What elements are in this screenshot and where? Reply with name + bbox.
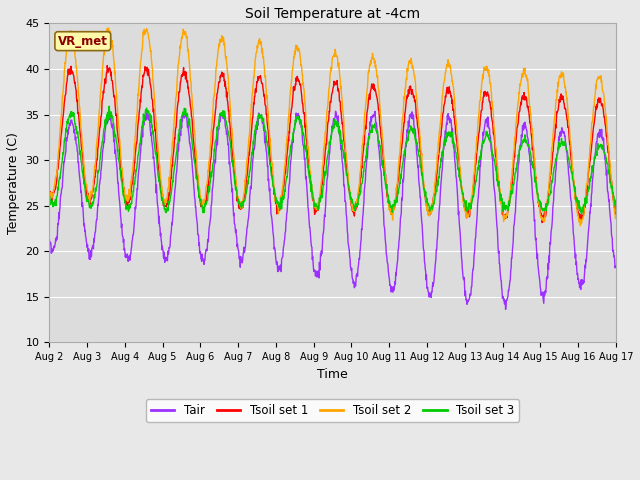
Tair (495, 248, 503, 254)
Tsoil set 2 (495, 180, 503, 186)
Tair (235, 249, 243, 254)
Tsoil set 1 (495, 182, 503, 188)
Tsoil set 2 (421, 191, 429, 196)
Tsoil set 2 (158, 184, 166, 190)
Tair (172, 184, 179, 190)
Legend: Tair, Tsoil set 1, Tsoil set 2, Tsoil set 3: Tair, Tsoil set 1, Tsoil set 2, Tsoil se… (146, 399, 519, 422)
Tsoil set 1 (538, 220, 546, 226)
Tsoil set 3 (106, 103, 113, 109)
Tsoil set 3 (545, 193, 553, 199)
Tair (157, 240, 165, 245)
Line: Tair: Tair (49, 111, 616, 310)
Text: VR_met: VR_met (58, 35, 108, 48)
Tsoil set 1 (158, 192, 166, 198)
Tsoil set 3 (612, 205, 620, 211)
Tsoil set 1 (545, 184, 553, 190)
Tsoil set 1 (104, 63, 111, 69)
Tsoil set 2 (172, 96, 180, 101)
Tsoil set 2 (577, 223, 584, 228)
Tair (45, 236, 53, 241)
Tsoil set 2 (545, 181, 553, 187)
Tair (332, 108, 339, 114)
Title: Soil Temperature at -4cm: Soil Temperature at -4cm (245, 7, 420, 21)
Tsoil set 3 (45, 194, 53, 200)
Tsoil set 2 (104, 25, 112, 31)
Tsoil set 3 (421, 189, 429, 195)
Tsoil set 3 (236, 199, 243, 205)
Tsoil set 3 (172, 156, 180, 162)
Line: Tsoil set 3: Tsoil set 3 (49, 106, 616, 215)
Tair (612, 264, 620, 269)
Tair (421, 261, 429, 267)
Tsoil set 1 (172, 125, 180, 131)
Tsoil set 3 (495, 179, 503, 184)
Tsoil set 1 (236, 203, 243, 209)
Line: Tsoil set 1: Tsoil set 1 (49, 66, 616, 223)
Line: Tsoil set 2: Tsoil set 2 (49, 28, 616, 226)
Tsoil set 2 (236, 197, 243, 203)
X-axis label: Time: Time (317, 368, 348, 381)
Y-axis label: Temperature (C): Temperature (C) (7, 132, 20, 234)
Tair (545, 260, 553, 265)
Tsoil set 2 (45, 189, 53, 194)
Tsoil set 1 (612, 211, 620, 217)
Tsoil set 2 (612, 216, 620, 221)
Tair (502, 307, 509, 312)
Tsoil set 3 (158, 198, 166, 204)
Tsoil set 3 (578, 212, 586, 217)
Tsoil set 1 (421, 193, 429, 199)
Tsoil set 1 (45, 187, 53, 193)
